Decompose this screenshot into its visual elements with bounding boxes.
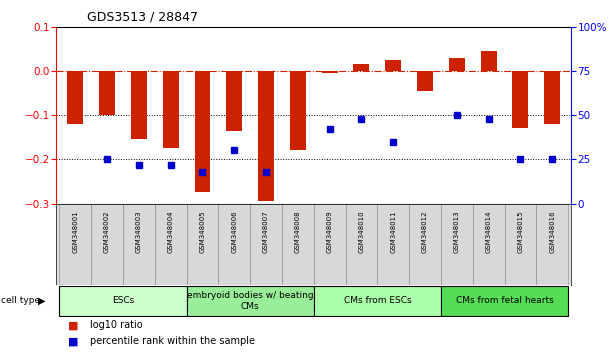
Bar — [194, 71, 210, 193]
Text: GSM348008: GSM348008 — [295, 210, 301, 253]
FancyBboxPatch shape — [218, 204, 250, 285]
Text: GSM348002: GSM348002 — [104, 210, 110, 252]
Bar — [513, 71, 529, 128]
FancyBboxPatch shape — [473, 204, 505, 285]
Bar — [322, 71, 338, 73]
Text: GSM348004: GSM348004 — [167, 210, 174, 252]
FancyBboxPatch shape — [441, 204, 473, 285]
FancyBboxPatch shape — [186, 204, 218, 285]
Text: GSM348010: GSM348010 — [359, 210, 364, 253]
Text: CMs from fetal hearts: CMs from fetal hearts — [456, 296, 554, 306]
Text: ■: ■ — [68, 320, 79, 330]
Text: cell type: cell type — [1, 296, 40, 306]
Bar — [67, 71, 83, 124]
Text: GSM348007: GSM348007 — [263, 210, 269, 253]
Text: GSM348014: GSM348014 — [486, 210, 492, 252]
Bar — [544, 71, 560, 124]
FancyBboxPatch shape — [282, 204, 314, 285]
Text: GSM348009: GSM348009 — [327, 210, 332, 253]
Text: GSM348013: GSM348013 — [454, 210, 460, 253]
Bar — [481, 51, 497, 71]
FancyBboxPatch shape — [536, 204, 568, 285]
Text: GSM348005: GSM348005 — [199, 210, 205, 252]
Text: GSM348001: GSM348001 — [72, 210, 78, 253]
FancyBboxPatch shape — [155, 204, 186, 285]
Text: GSM348015: GSM348015 — [518, 210, 524, 252]
Text: embryoid bodies w/ beating
CMs: embryoid bodies w/ beating CMs — [187, 291, 313, 310]
Bar — [417, 71, 433, 91]
Bar — [354, 64, 370, 71]
Text: GSM348006: GSM348006 — [231, 210, 237, 253]
FancyBboxPatch shape — [505, 204, 536, 285]
Bar — [99, 71, 115, 115]
Text: ■: ■ — [68, 336, 79, 346]
FancyBboxPatch shape — [123, 204, 155, 285]
FancyBboxPatch shape — [59, 286, 186, 316]
Bar — [386, 60, 401, 71]
Text: log10 ratio: log10 ratio — [90, 320, 142, 330]
Text: percentile rank within the sample: percentile rank within the sample — [90, 336, 255, 346]
Text: ESCs: ESCs — [112, 296, 134, 306]
Text: GSM348003: GSM348003 — [136, 210, 142, 253]
Text: GSM348011: GSM348011 — [390, 210, 397, 253]
FancyBboxPatch shape — [409, 204, 441, 285]
Text: CMs from ESCs: CMs from ESCs — [343, 296, 411, 306]
FancyBboxPatch shape — [250, 204, 282, 285]
Text: GDS3513 / 28847: GDS3513 / 28847 — [87, 10, 198, 23]
Bar — [449, 58, 465, 71]
Bar — [131, 71, 147, 139]
FancyBboxPatch shape — [378, 204, 409, 285]
FancyBboxPatch shape — [59, 204, 91, 285]
FancyBboxPatch shape — [314, 204, 346, 285]
Text: GSM348016: GSM348016 — [549, 210, 555, 253]
Bar — [258, 71, 274, 201]
Text: ▶: ▶ — [38, 296, 45, 306]
Bar — [226, 71, 242, 131]
Bar — [163, 71, 178, 148]
FancyBboxPatch shape — [346, 204, 378, 285]
FancyBboxPatch shape — [441, 286, 568, 316]
FancyBboxPatch shape — [186, 286, 314, 316]
Text: GSM348012: GSM348012 — [422, 210, 428, 252]
FancyBboxPatch shape — [91, 204, 123, 285]
Bar — [290, 71, 306, 150]
FancyBboxPatch shape — [314, 286, 441, 316]
